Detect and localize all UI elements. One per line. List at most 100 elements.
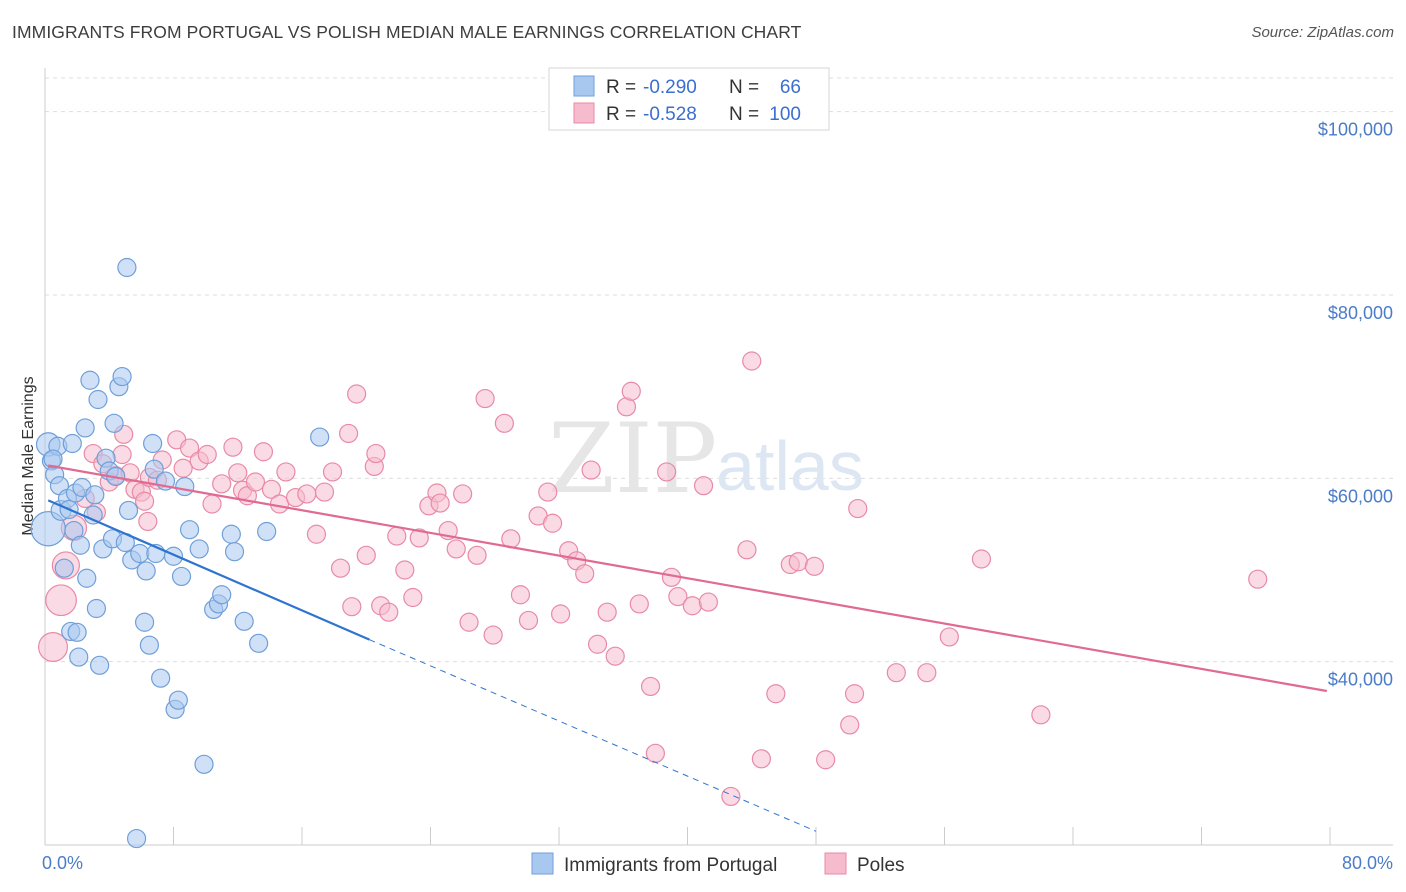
portugal-point [70,535,90,555]
poles-point [269,494,290,514]
poles-point [542,513,563,533]
portugal-point [130,543,150,564]
portugal-point [221,524,241,544]
poles-point [253,442,274,462]
portugal-point [117,257,137,278]
portugal-trend-extension [369,639,817,832]
poles-point [212,474,232,494]
portugal-point [212,585,232,605]
poles-point [742,351,762,371]
poles-point [657,462,677,482]
portugal-point [151,668,171,688]
portugal-point [83,505,103,525]
y-tick-label: $40,000 [1328,670,1393,690]
poles-point [917,663,937,683]
poles-point [366,443,386,464]
poles-point [38,631,69,662]
poles-point [804,556,824,576]
poles-point [551,604,571,624]
poles-point [446,539,466,559]
legend-n-label: N = [729,104,759,125]
poles-point [939,627,959,647]
portugal-point [90,655,110,675]
bottom-swatch-portugal [531,852,554,875]
portugal-point [168,690,188,710]
legend-n-value: 66 [780,77,801,98]
legend-box [548,67,830,131]
poles-point [403,587,423,608]
poles-point [721,786,741,807]
correlation-legend: R = -0.290 N = 66 R = -0.528 N = 100 [548,67,830,131]
poles-point [640,676,661,697]
poles-point [261,479,282,499]
portugal-trend-line [47,499,370,641]
poles-point [330,558,351,578]
poles-point [575,564,595,584]
poles-point [467,545,487,565]
portugal-point [136,561,156,581]
watermark-zip: ZIP [548,403,717,515]
poles-point [788,552,808,572]
portugal-point [143,433,163,454]
x-tick-label: 0.0% [42,853,83,873]
portugal-point [54,558,74,578]
poles-point [202,494,222,514]
poles-point [668,586,688,607]
poles-point [518,610,539,631]
x-tick-labels: 0.0% 80.0% [42,853,1393,873]
watermark-atlas: atlas [716,427,864,505]
poles-point [645,743,665,763]
poles-point [698,592,718,612]
bottom-legend-poles: Poles [857,855,905,876]
portugal-point [194,754,214,774]
chart-title: IMMIGRANTS FROM PORTUGAL VS POLISH MEDIA… [12,22,802,42]
portugal-point [67,622,87,642]
gridlines [45,77,1393,663]
poles-point [45,584,77,617]
x-tick-label: 80.0% [1342,853,1393,873]
poles-point [459,612,479,632]
portugal-point [134,612,155,632]
watermark: ZIP atlas [548,403,864,515]
portugal-point [257,521,277,542]
poles-point [510,585,531,605]
poles-point [356,545,376,565]
poles-point [1248,569,1268,589]
poles-point [587,634,608,654]
legend-r-label: R = [606,77,636,98]
y-tick-label: $60,000 [1328,486,1393,506]
poles-point [766,684,786,704]
portugal-point [43,449,63,469]
portugal-point [175,476,195,497]
poles-point [494,413,514,433]
poles-point [737,540,757,560]
poles-point [297,484,317,504]
portugal-point [144,459,164,479]
poles-point [844,684,865,704]
bottom-swatch-poles [824,852,847,875]
poles-point [138,511,158,532]
y-tick-labels: $40,000 $60,000 $80,000 $100,000 [1318,120,1393,690]
poles-point [682,596,702,616]
portugal-point [112,366,132,387]
poles-point [430,493,450,513]
poles-point [1031,705,1051,725]
series-legend: Immigrants from Portugal Poles [531,852,905,876]
legend-swatch-portugal [573,75,595,97]
poles-point [342,597,362,617]
portugal-points [30,257,330,849]
poles-point [223,437,243,457]
poles-point [173,458,193,478]
legend-r-value: -0.290 [643,77,697,98]
poles-point [322,462,343,482]
portugal-point [75,418,95,438]
legend-n-label: N = [729,77,759,98]
poles-point [387,526,407,546]
poles-points [38,351,1268,807]
y-tick-label: $80,000 [1328,303,1393,323]
poles-point [693,476,714,496]
poles-point [453,484,473,504]
poles-point [306,524,327,544]
poles-point [621,381,641,401]
portugal-point [249,633,269,653]
